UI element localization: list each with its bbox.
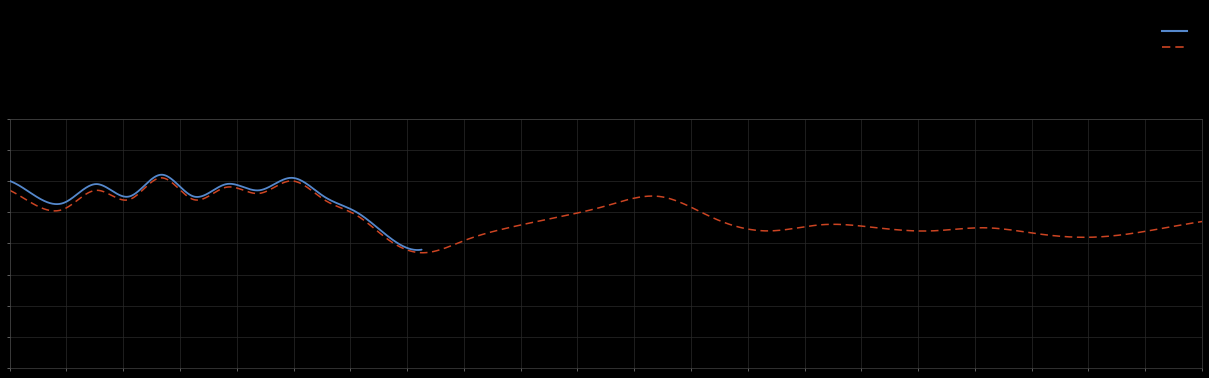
Legend: , : , [1159,23,1197,56]
